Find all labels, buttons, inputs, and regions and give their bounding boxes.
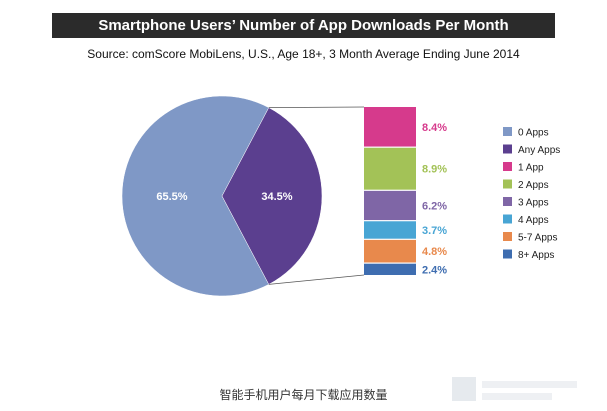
connector-lines (268, 106, 365, 285)
watermark-icon (452, 377, 476, 401)
chart-subtitle: Source: comScore MobiLens, U.S., Age 18+… (87, 47, 520, 61)
connector-line-top (268, 106, 365, 109)
legend-label-1-app: 1 App (518, 163, 544, 174)
bar-segment-5-7-apps (364, 239, 416, 263)
bar-segment-4-apps (364, 221, 416, 239)
bar-segment-8-apps (364, 263, 416, 275)
chart-title: Smartphone Users’ Number of App Download… (52, 13, 555, 38)
breakdown-labels: 8.4% 8.9% 6.2% 3.7% 4.8% 2.4% (422, 122, 447, 277)
pie-label-0-apps: 65.5% (156, 191, 187, 203)
chart: 65.5% 34.5% 8.4% 8.9% 6.2% 3.7% 4.8% 2.4% 0 Ap… (121, 95, 560, 297)
bar-label-2-apps: 8.9% (422, 164, 447, 176)
connector-line-bottom (268, 274, 365, 285)
watermark-logo (452, 369, 602, 409)
bar-segment-1-app (364, 107, 416, 147)
watermark-text-line (482, 381, 577, 388)
legend-swatch-2-apps (503, 179, 512, 189)
caption: 智能手机用户每月下载应用数量 (219, 388, 388, 402)
legend-swatch-any-apps (503, 144, 512, 154)
bar-label-3-apps: 6.2% (422, 200, 447, 212)
legend-swatch-3-apps (503, 197, 512, 206)
bar-label-4-apps: 3.7% (422, 225, 447, 237)
legend-label-0-apps: 0 Apps (518, 128, 549, 139)
legend-label-3-apps: 3 Apps (518, 198, 549, 209)
legend-swatch-8-apps (503, 249, 512, 259)
legend-swatch-0-apps (503, 127, 512, 136)
bar-segment-3-apps (364, 190, 416, 221)
bar-segment-2-apps (364, 147, 416, 190)
pie-label-any-apps: 34.5% (261, 191, 292, 203)
legend-label-5-7-apps: 5-7 Apps (518, 233, 557, 244)
legend-swatch-5-7-apps (503, 232, 512, 241)
bar-label-5-7-apps: 4.8% (422, 246, 447, 258)
legend-label-any-apps: Any Apps (518, 145, 560, 156)
pie-chart: 65.5% 34.5% (121, 95, 323, 297)
bar-label-1-app: 8.4% (422, 122, 447, 134)
breakdown-bar (364, 107, 416, 275)
legend-label-4-apps: 4 Apps (518, 215, 549, 226)
pie-slice-0-apps (121, 95, 270, 297)
legend-swatch-1-app (503, 162, 512, 171)
pie-slice-any-apps (221, 107, 323, 285)
bar-label-8-apps: 2.4% (422, 264, 447, 276)
legend-label-2-apps: 2 Apps (518, 180, 549, 191)
legend: 0 Apps Any Apps 1 App 2 Apps 3 Apps 4 Apps 5-7… (503, 127, 560, 261)
legend-swatch-4-apps (503, 214, 512, 224)
watermark-text-line (482, 393, 552, 400)
legend-label-8-apps: 8+ Apps (518, 250, 554, 261)
